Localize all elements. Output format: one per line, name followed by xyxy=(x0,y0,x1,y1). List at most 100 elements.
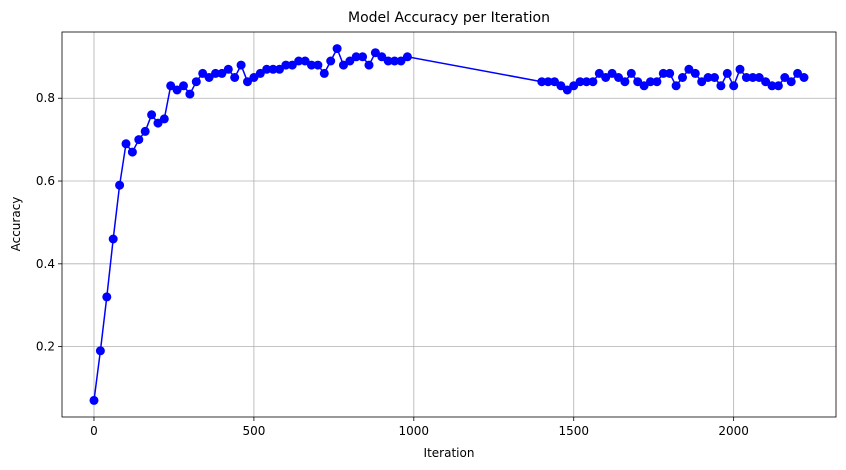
data-point xyxy=(639,81,649,91)
data-point xyxy=(716,81,726,91)
data-point xyxy=(652,77,662,87)
data-point xyxy=(646,77,655,87)
data-point xyxy=(383,56,393,66)
data-point xyxy=(678,73,687,82)
data-point xyxy=(575,77,585,87)
data-point xyxy=(332,44,342,54)
data-point xyxy=(319,68,329,78)
data-point xyxy=(313,60,323,70)
x-axis-title: Iteration xyxy=(424,446,475,460)
data-point xyxy=(364,60,374,70)
data-point xyxy=(127,147,137,157)
x-tick-label: 0 xyxy=(90,424,98,438)
data-point xyxy=(147,110,157,120)
data-point xyxy=(89,395,99,405)
data-point xyxy=(358,52,368,62)
data-point xyxy=(287,60,297,70)
data-point xyxy=(550,77,559,87)
data-point xyxy=(626,68,636,78)
data-point xyxy=(684,64,694,74)
data-point xyxy=(172,85,182,95)
data-point xyxy=(607,68,617,78)
data-point xyxy=(710,73,719,82)
data-point xyxy=(729,81,739,91)
data-point xyxy=(339,60,348,70)
data-point xyxy=(230,73,240,82)
data-point xyxy=(275,64,284,74)
grid-lines xyxy=(62,32,836,417)
data-point xyxy=(185,89,195,99)
x-tick-label: 2000 xyxy=(718,424,749,438)
data-point xyxy=(614,73,623,82)
data-point xyxy=(665,68,675,78)
data-point xyxy=(390,56,400,66)
y-tick-label: 0.8 xyxy=(36,91,55,105)
data-point xyxy=(633,77,643,87)
data-point xyxy=(223,64,233,74)
data-point xyxy=(249,73,259,82)
data-point xyxy=(658,68,668,78)
data-point xyxy=(601,73,611,82)
data-point xyxy=(108,234,118,244)
data-point xyxy=(703,73,713,82)
data-point xyxy=(198,68,208,78)
data-point xyxy=(236,60,246,70)
axis-ticks: 0 500 1000 1500 2000 0.2 0.4 0.6 0.8 xyxy=(36,91,749,438)
data-point xyxy=(582,77,591,87)
data-point xyxy=(754,73,764,82)
x-tick-label: 1000 xyxy=(399,424,430,438)
data-point xyxy=(211,68,220,78)
data-point xyxy=(121,139,131,149)
data-points xyxy=(89,44,809,405)
data-point xyxy=(134,135,144,145)
data-point xyxy=(396,56,406,66)
data-point xyxy=(268,64,278,74)
series-line xyxy=(93,46,805,401)
data-point xyxy=(179,81,188,91)
data-point xyxy=(262,64,272,74)
data-point xyxy=(767,81,777,91)
data-point xyxy=(300,56,310,66)
data-point xyxy=(159,114,169,124)
plot-frame xyxy=(61,31,837,418)
data-point xyxy=(671,81,681,91)
data-point xyxy=(537,77,547,87)
y-tick-label: 0.2 xyxy=(36,340,55,354)
data-point xyxy=(741,73,751,82)
x-tick-label: 500 xyxy=(242,424,265,438)
data-point xyxy=(556,81,566,91)
data-point xyxy=(594,68,604,78)
data-point xyxy=(543,77,553,87)
y-tick-label: 0.4 xyxy=(36,257,55,271)
data-point xyxy=(690,68,700,78)
data-point xyxy=(140,126,150,136)
data-point xyxy=(326,56,336,66)
data-point xyxy=(204,73,214,82)
data-point xyxy=(620,77,630,87)
data-point xyxy=(370,48,380,58)
data-point xyxy=(115,180,125,190)
data-point xyxy=(793,68,803,78)
data-point xyxy=(722,68,732,78)
x-tick-label: 1500 xyxy=(558,424,589,438)
data-point xyxy=(761,77,771,87)
data-point xyxy=(402,52,412,62)
data-point xyxy=(95,346,105,356)
data-point xyxy=(799,73,809,82)
chart-title: Model Accuracy per Iteration xyxy=(348,10,550,26)
data-point xyxy=(307,60,316,70)
data-point xyxy=(351,52,361,62)
data-point xyxy=(243,77,252,87)
data-point xyxy=(191,77,201,87)
data-point xyxy=(255,68,265,78)
y-tick-label: 0.6 xyxy=(36,174,55,188)
data-point xyxy=(588,77,598,87)
data-point xyxy=(748,73,758,82)
data-point xyxy=(166,81,176,91)
data-point xyxy=(786,77,796,87)
data-point xyxy=(294,56,304,66)
data-point xyxy=(562,85,572,95)
data-point xyxy=(569,81,579,91)
data-point xyxy=(773,81,783,91)
